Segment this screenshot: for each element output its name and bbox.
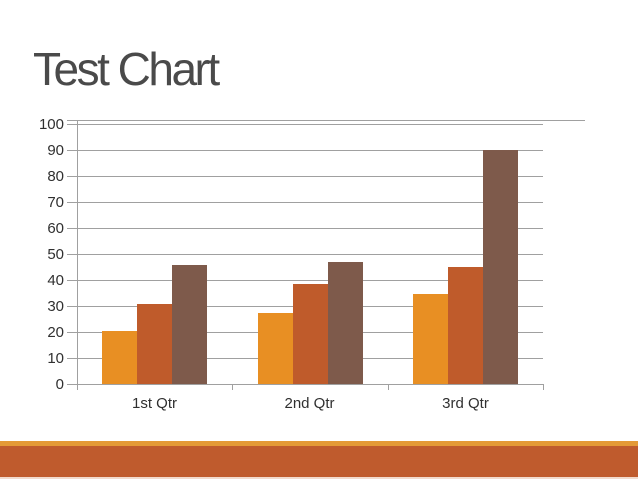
- bar: [413, 294, 448, 384]
- bar: [483, 150, 518, 384]
- bar: [328, 262, 363, 384]
- bar: [137, 304, 172, 384]
- y-axis-tick-label: 60: [47, 220, 64, 237]
- x-axis-tick: [232, 384, 233, 390]
- y-axis-tick-label: 20: [47, 324, 64, 341]
- footer-bottom-edge: [0, 477, 638, 479]
- x-axis-tick: [388, 384, 389, 390]
- x-axis-tick: [543, 384, 544, 390]
- x-axis-category-label: 3rd Qtr: [442, 395, 489, 412]
- y-axis-tick-label: 90: [47, 142, 64, 159]
- y-axis-line: [77, 121, 78, 384]
- y-gridline: [67, 202, 543, 203]
- footer-accent-stripe: [0, 441, 638, 446]
- y-gridline: [67, 150, 543, 151]
- bar: [258, 313, 293, 384]
- footer-band: [0, 446, 638, 477]
- y-axis-tick-label: 70: [47, 194, 64, 211]
- x-axis-category-label: 1st Qtr: [131, 395, 177, 412]
- y-axis-tick-label: 0: [55, 376, 64, 393]
- bar: [293, 284, 328, 384]
- x-axis-tick: [77, 384, 78, 390]
- y-axis-tick-label: 50: [47, 246, 64, 263]
- x-axis-category-label: 2nd Qtr: [284, 395, 335, 412]
- y-gridline: [67, 280, 543, 281]
- bar: [172, 265, 207, 384]
- y-gridline: [67, 384, 543, 385]
- y-axis-tick-label: 80: [47, 168, 64, 185]
- y-axis-tick-label: 40: [47, 272, 64, 289]
- y-gridline: [67, 254, 543, 255]
- chart-top-border: [67, 120, 585, 121]
- page-title: Test Chart: [33, 43, 220, 95]
- y-gridline: [67, 228, 543, 229]
- y-axis-tick-label: 30: [47, 298, 64, 315]
- y-axis-tick-label: 100: [38, 116, 64, 133]
- bar: [448, 267, 483, 384]
- y-gridline: [67, 176, 543, 177]
- y-axis-tick-label: 10: [47, 350, 64, 367]
- y-gridline: [67, 124, 543, 125]
- bar: [102, 331, 137, 384]
